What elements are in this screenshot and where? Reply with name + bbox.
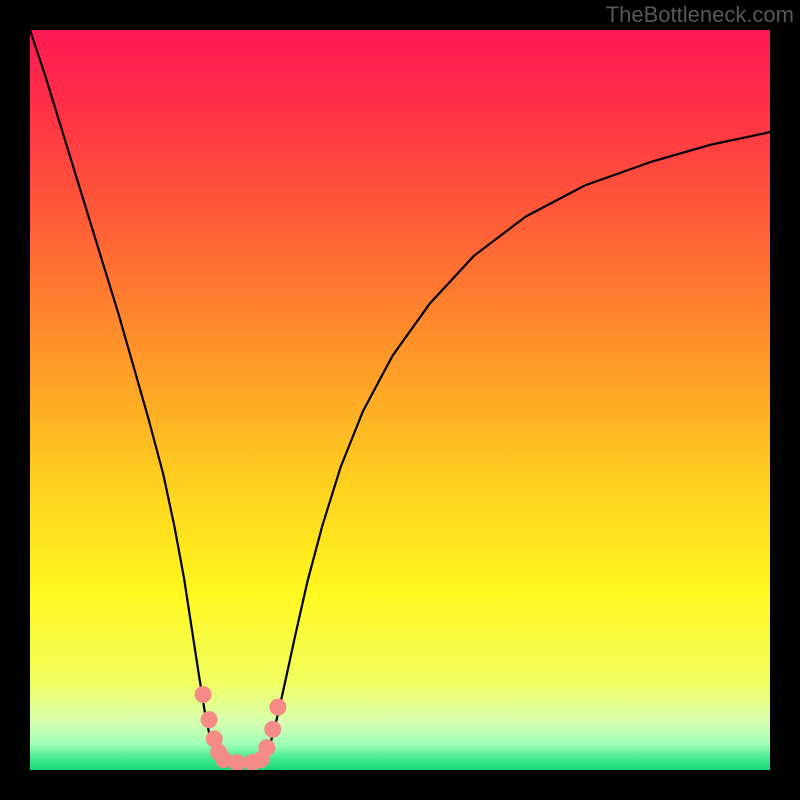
data-marker: [195, 687, 211, 703]
bottleneck-curve: [30, 30, 770, 763]
data-marker: [229, 755, 245, 770]
data-marker: [201, 712, 217, 728]
data-marker: [259, 740, 275, 756]
chart-svg: [30, 30, 770, 770]
data-marker: [270, 699, 286, 715]
plot-area: [30, 30, 770, 770]
watermark-text: TheBottleneck.com: [606, 2, 794, 28]
data-marker: [265, 721, 281, 737]
chart-canvas: TheBottleneck.com: [0, 0, 800, 800]
